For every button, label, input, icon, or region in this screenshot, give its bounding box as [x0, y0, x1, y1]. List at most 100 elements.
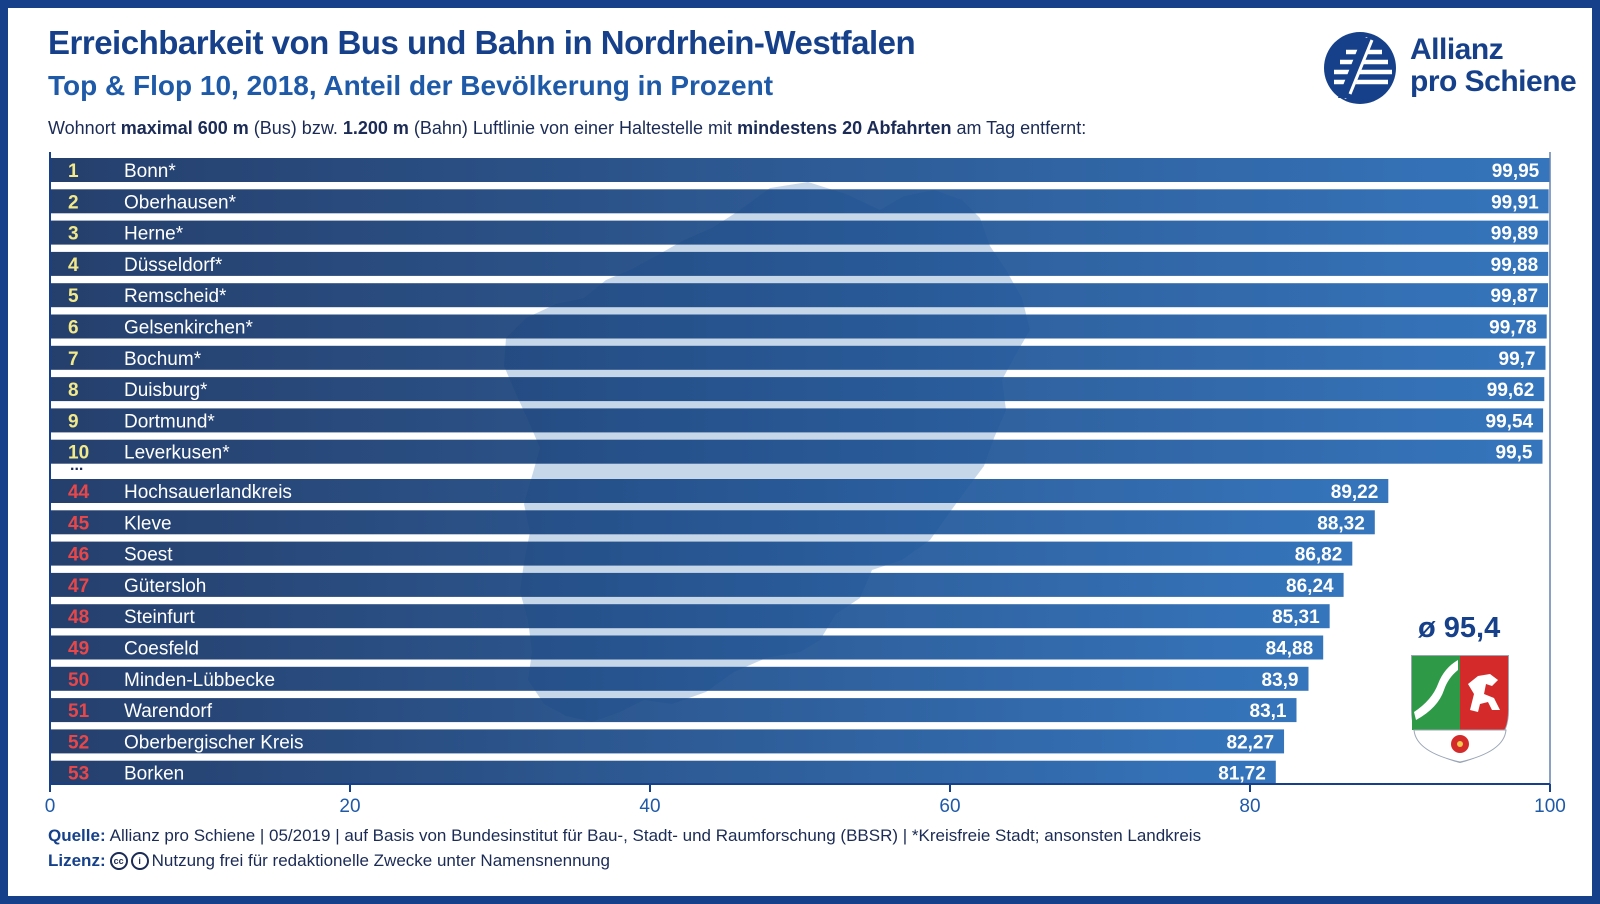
rank-label: 7	[68, 349, 79, 370]
bar-top	[50, 439, 1543, 464]
bar-top	[50, 377, 1545, 402]
bar-flop	[50, 666, 1309, 691]
rank-label: 49	[68, 639, 89, 660]
rank-label: 5	[68, 286, 79, 307]
bar-top	[50, 314, 1547, 339]
category-label: Gütersloh	[124, 576, 206, 597]
source-label: Quelle:	[48, 826, 106, 845]
x-tick-label: 20	[339, 796, 360, 817]
note-text-2: (Bus) bzw.	[248, 118, 343, 138]
value-label: 99,62	[1487, 380, 1535, 401]
chart-subtitle: Top & Flop 10, 2018, Anteil der Bevölker…	[48, 70, 774, 101]
value-label: 99,95	[1492, 161, 1540, 182]
rank-label: 1	[68, 161, 79, 182]
category-label: Dortmund*	[124, 411, 215, 432]
gap-marker: ...	[70, 457, 83, 474]
chart-title: Erreichbarkeit von Bus und Bahn in Nordr…	[48, 24, 916, 61]
value-label: 99,89	[1491, 224, 1539, 245]
note-text-3: (Bahn) Luftlinie von einer Haltestelle m…	[408, 118, 738, 138]
bar-top	[50, 158, 1550, 182]
category-label: Bonn*	[124, 161, 176, 182]
category-label: Bochum*	[124, 349, 202, 370]
rank-label: 9	[68, 411, 79, 432]
license-line: Lizenz: cc i Nutzung frei für redaktionelle…	[48, 851, 610, 871]
x-tick-label: 40	[639, 796, 660, 817]
rank-label: 4	[68, 255, 79, 276]
bar-top	[50, 220, 1549, 245]
category-label: Oberhausen*	[124, 192, 237, 213]
category-label: Minden-Lübbecke	[124, 670, 275, 691]
bar-top	[50, 189, 1549, 214]
value-label: 82,27	[1227, 732, 1275, 753]
bar-flop	[50, 635, 1324, 660]
license-text: Nutzung frei für redaktionelle Zwecke un…	[151, 851, 610, 870]
value-label: 83,9	[1262, 670, 1299, 691]
rank-label: 48	[68, 607, 89, 628]
rank-label: 6	[68, 318, 79, 339]
logo-name: Allianz pro Schiene	[1410, 33, 1577, 98]
category-label: Gelsenkirchen*	[124, 318, 253, 339]
value-label: 99,88	[1491, 255, 1539, 276]
average-label: ø 95,4	[1418, 612, 1501, 644]
nrw-coat-of-arms-icon	[1411, 655, 1509, 764]
value-label: 89,22	[1331, 482, 1379, 503]
bars: 1 Bonn* 99,95 2 Oberhausen* 99,91 3 Herne* 99,89…	[50, 158, 1550, 785]
bar-top	[50, 283, 1549, 308]
category-label: Oberbergischer Kreis	[124, 732, 304, 753]
x-tick-label: 80	[1239, 796, 1260, 817]
value-label: 86,82	[1295, 545, 1343, 566]
value-label: 99,91	[1491, 192, 1539, 213]
note-text-4: am Tag entfernt:	[951, 118, 1087, 138]
value-label: 83,1	[1250, 701, 1287, 722]
value-label: 99,87	[1491, 286, 1539, 307]
bar-flop	[50, 729, 1285, 754]
by-icon: i	[130, 852, 149, 870]
bar-flop	[50, 541, 1353, 566]
category-label: Coesfeld	[124, 639, 199, 660]
bar-top	[50, 408, 1544, 433]
bar-top	[50, 251, 1549, 276]
rank-label: 51	[68, 701, 90, 722]
logo-mark-icon	[1324, 32, 1396, 104]
rank-label: 3	[68, 224, 79, 245]
rank-label: 50	[68, 670, 89, 691]
bar-flop	[50, 698, 1297, 723]
license-label: Lizenz:	[48, 851, 106, 870]
value-label: 85,31	[1272, 607, 1320, 628]
category-label: Duisburg*	[124, 380, 208, 401]
value-label: 86,24	[1286, 576, 1334, 597]
x-axis: 0 20 40 60 80 100	[45, 152, 1566, 817]
x-tick-label: 0	[45, 796, 56, 817]
bar-flop	[50, 510, 1375, 535]
rank-label: 10	[68, 443, 89, 464]
source-line: Quelle: Allianz pro Schiene | 05/2019 | a…	[48, 826, 1201, 846]
value-label: 99,78	[1489, 318, 1537, 339]
bar-flop	[50, 479, 1389, 503]
bar-flop	[50, 572, 1344, 597]
rank-label: 45	[68, 513, 90, 534]
value-label: 81,72	[1218, 764, 1266, 785]
note-bold-3: mindestens 20 Abfahrten	[737, 118, 952, 138]
cc-icon: cc	[109, 852, 128, 870]
source-text: Allianz pro Schiene | 05/2019 | auf Basi…	[109, 826, 1202, 845]
rank-label: 8	[68, 380, 79, 401]
category-label: Borken	[124, 764, 184, 785]
value-label: 99,5	[1496, 443, 1533, 464]
value-label: 88,32	[1317, 513, 1365, 534]
rank-label: 47	[68, 576, 89, 597]
x-tick-label: 100	[1534, 796, 1566, 817]
category-label: Steinfurt	[124, 607, 195, 628]
bar-top	[50, 345, 1546, 370]
category-label: Kleve	[124, 513, 172, 534]
rank-label: 52	[68, 732, 89, 753]
category-label: Hochsauerlandkreis	[124, 482, 292, 503]
category-label: Düsseldorf*	[124, 255, 223, 276]
rank-label: 46	[68, 545, 89, 566]
allianz-pro-schiene-logo: Allianz pro Schiene	[1322, 30, 1582, 110]
note-text-1: Wohnort	[48, 118, 121, 138]
category-label: Soest	[124, 545, 173, 566]
rank-label: 53	[68, 764, 89, 785]
note-bold-2: 1.200 m	[342, 118, 409, 138]
category-label: Herne*	[124, 224, 184, 245]
